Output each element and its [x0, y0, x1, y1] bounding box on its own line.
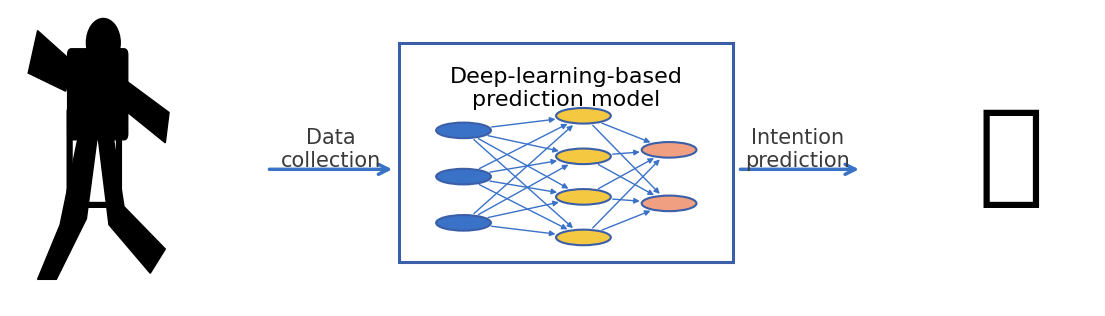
FancyArrowPatch shape [474, 140, 572, 227]
FancyArrowPatch shape [602, 123, 649, 142]
Circle shape [642, 196, 696, 211]
FancyArrowPatch shape [492, 118, 554, 127]
FancyArrowPatch shape [474, 126, 572, 214]
FancyArrowPatch shape [480, 185, 566, 229]
FancyArrowPatch shape [490, 181, 556, 194]
Polygon shape [29, 31, 72, 91]
FancyArrowPatch shape [490, 160, 556, 172]
Polygon shape [97, 134, 166, 273]
Text: 🧍: 🧍 [61, 105, 127, 211]
FancyArrowPatch shape [612, 150, 639, 155]
FancyArrowPatch shape [488, 201, 557, 217]
Text: Intention
prediction: Intention prediction [745, 128, 850, 172]
FancyArrowPatch shape [478, 139, 567, 188]
FancyArrowPatch shape [492, 226, 554, 235]
Polygon shape [38, 134, 97, 279]
Text: 🤖: 🤖 [978, 105, 1044, 211]
FancyArrowPatch shape [599, 165, 653, 194]
FancyArrowPatch shape [592, 161, 659, 228]
FancyArrowPatch shape [480, 125, 566, 168]
FancyArrowPatch shape [612, 198, 639, 203]
Circle shape [556, 149, 611, 164]
Circle shape [556, 230, 611, 245]
Circle shape [556, 189, 611, 205]
Ellipse shape [86, 18, 120, 67]
Circle shape [556, 108, 611, 124]
Circle shape [436, 215, 491, 231]
Circle shape [436, 169, 491, 185]
FancyArrowPatch shape [592, 125, 659, 193]
FancyArrowPatch shape [478, 165, 567, 215]
Text: Deep-learning-based
prediction model: Deep-learning-based prediction model [450, 67, 683, 110]
Polygon shape [116, 79, 169, 143]
FancyBboxPatch shape [67, 49, 128, 140]
Circle shape [436, 123, 491, 138]
Text: Data
collection: Data collection [281, 128, 381, 172]
FancyArrowPatch shape [488, 136, 557, 152]
FancyArrowPatch shape [599, 159, 653, 189]
Circle shape [642, 142, 696, 158]
FancyArrowPatch shape [602, 211, 649, 230]
